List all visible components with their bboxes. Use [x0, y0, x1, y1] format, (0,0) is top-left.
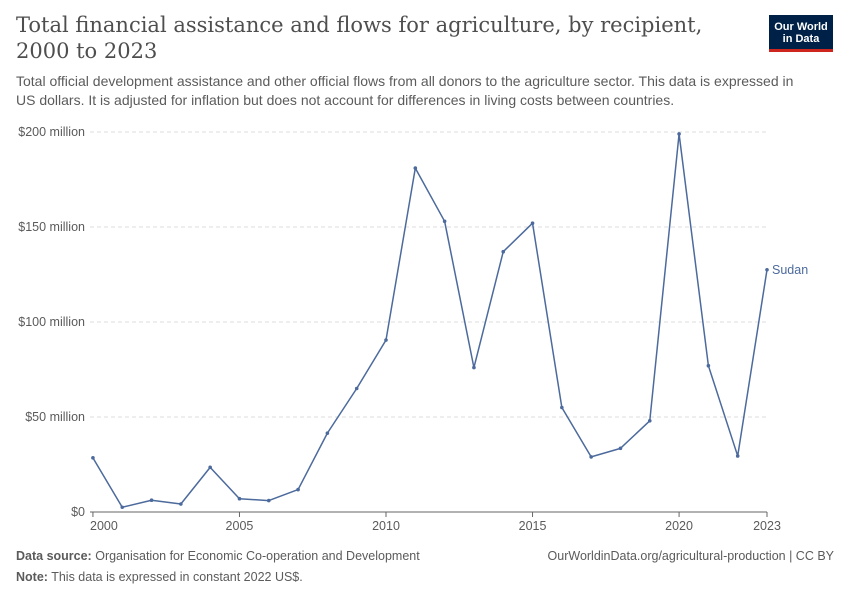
data-point [208, 465, 212, 470]
x-tick-label: 2005 [226, 519, 254, 533]
data-point [384, 338, 388, 342]
data-point [647, 419, 652, 423]
x-tick-label: 2020 [665, 519, 693, 533]
data-point [296, 487, 300, 492]
y-tick-label: $200 million [18, 125, 85, 139]
x-tick-label: 2023 [753, 519, 781, 533]
chart-title: Total financial assistance and flows for… [16, 13, 703, 63]
y-tick-label: $100 million [18, 315, 85, 329]
data-point [91, 456, 95, 460]
footer-source: Data source: Organisation for Economic C… [16, 549, 420, 563]
data-point [442, 219, 447, 224]
data-point [354, 386, 359, 391]
note-label: Note: [16, 570, 48, 584]
data-point [618, 446, 623, 451]
series-label: Sudan [772, 263, 808, 277]
data-point [237, 496, 242, 501]
x-axis: 2000 2005 2010 2015 2020 2023 [90, 511, 781, 533]
note-text: This data is expressed in constant 2022 … [51, 570, 303, 584]
footer-url[interactable]: OurWorldinData.org/agricultural-producti… [547, 549, 834, 563]
data-point [589, 455, 593, 459]
data-point [149, 498, 154, 503]
x-tick-label: 2015 [519, 519, 547, 533]
y-tick-label: $150 million [18, 220, 85, 234]
data-point [765, 267, 769, 272]
series-line-sudan [92, 133, 768, 508]
data-point [179, 502, 183, 506]
data-point [472, 365, 476, 370]
data-point [325, 431, 330, 435]
source-link[interactable]: Organisation for Economic Co-operation a… [95, 549, 420, 563]
logo-line-2: in Data [782, 33, 820, 45]
data-point [501, 249, 506, 254]
data-point [706, 363, 711, 368]
y-tick-label: $50 million [25, 410, 85, 424]
data-point [120, 505, 125, 510]
series-points [91, 132, 769, 510]
data-point [530, 221, 535, 225]
source-label: Data source: [16, 549, 92, 563]
logo-line-1: Our World [774, 21, 828, 33]
y-axis-tick-labels: $0 $50 million $100 million $150 million $20… [18, 125, 85, 519]
data-point [266, 498, 271, 503]
data-point [735, 454, 740, 458]
data-point [413, 166, 418, 170]
owid-logo[interactable]: Our World in Data [769, 15, 833, 52]
data-point [560, 405, 564, 410]
series-labels: Sudan [772, 263, 808, 277]
grid-lines [90, 131, 767, 418]
footer-note: Note: This data is expressed in constant… [16, 570, 303, 584]
chart-subtitle: Total official development assistance an… [16, 73, 794, 108]
y-tick-label: $0 [71, 505, 85, 519]
x-tick-label: 2010 [372, 519, 400, 533]
series-lines [92, 133, 768, 508]
x-tick-label: 2000 [90, 519, 118, 533]
data-point [677, 132, 681, 136]
